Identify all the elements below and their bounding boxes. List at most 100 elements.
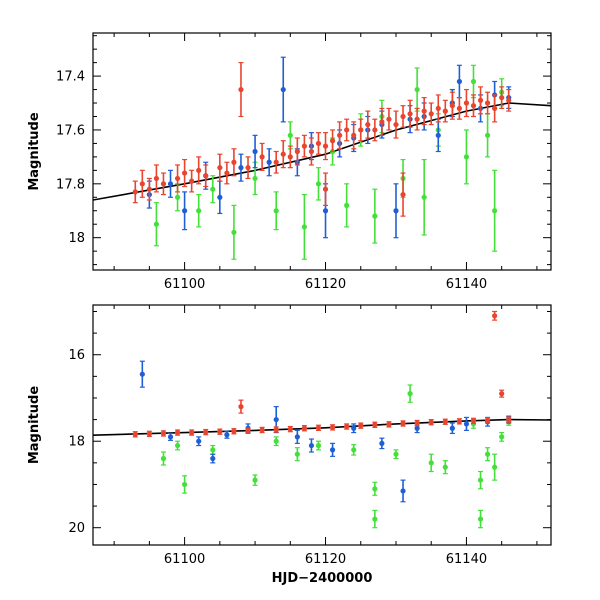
marker bbox=[463, 100, 470, 106]
data-point-green bbox=[421, 158, 427, 236]
data-point-red bbox=[153, 164, 160, 193]
marker bbox=[386, 116, 392, 122]
series-blue bbox=[146, 56, 512, 239]
marker bbox=[196, 208, 202, 214]
marker bbox=[231, 428, 237, 434]
data-point-green bbox=[484, 447, 491, 462]
marker bbox=[463, 154, 470, 160]
data-point-blue bbox=[308, 438, 315, 453]
data-point-red bbox=[470, 94, 477, 118]
data-point-red bbox=[322, 132, 329, 161]
data-point-red bbox=[301, 425, 307, 432]
data-point-red bbox=[301, 134, 307, 158]
data-point-red bbox=[182, 158, 188, 188]
marker bbox=[442, 108, 448, 114]
data-point-red bbox=[217, 428, 223, 435]
marker bbox=[252, 148, 258, 155]
marker bbox=[365, 121, 371, 128]
data-point-green bbox=[210, 444, 216, 455]
marker bbox=[492, 464, 498, 470]
data-point-red bbox=[238, 399, 244, 414]
marker bbox=[280, 86, 286, 93]
data-point-green bbox=[428, 453, 434, 473]
marker bbox=[484, 451, 491, 457]
marker bbox=[160, 430, 167, 437]
data-point-red bbox=[224, 161, 230, 185]
x-tick-label: 61100 bbox=[164, 277, 205, 292]
data-point-red bbox=[273, 150, 279, 174]
data-point-red bbox=[174, 429, 181, 436]
marker bbox=[210, 447, 216, 453]
marker bbox=[499, 391, 505, 397]
data-point-blue bbox=[280, 56, 286, 123]
data-point-green bbox=[273, 436, 279, 447]
data-point-red bbox=[294, 137, 300, 166]
marker bbox=[329, 424, 336, 430]
data-point-red bbox=[400, 172, 406, 217]
marker bbox=[400, 191, 406, 198]
data-point-red bbox=[322, 172, 329, 206]
data-point-green bbox=[160, 451, 167, 466]
marker bbox=[506, 416, 512, 423]
marker bbox=[484, 132, 491, 138]
data-point-red bbox=[470, 417, 477, 425]
data-point-blue bbox=[456, 64, 462, 99]
y-tick-label: 17.6 bbox=[56, 123, 85, 138]
marker bbox=[287, 154, 293, 160]
data-point-green bbox=[174, 440, 181, 451]
marker bbox=[407, 111, 413, 117]
data-point-red bbox=[245, 156, 251, 180]
marker bbox=[203, 173, 209, 179]
marker bbox=[477, 97, 484, 103]
marker bbox=[351, 132, 357, 138]
data-point-red bbox=[456, 97, 462, 120]
data-point-blue bbox=[196, 436, 202, 447]
marker bbox=[294, 451, 300, 457]
marker bbox=[393, 451, 399, 457]
marker bbox=[322, 208, 329, 214]
marker bbox=[414, 425, 420, 431]
data-point-red bbox=[329, 129, 336, 153]
data-point-green bbox=[484, 113, 491, 158]
data-point-red bbox=[308, 137, 315, 166]
data-point-red bbox=[132, 431, 138, 438]
data-point-blue bbox=[294, 429, 300, 444]
data-point-green bbox=[301, 193, 307, 260]
top-panel: 61100 61120 61140 17.4 17.6 17.8 18 Magnitude bbox=[27, 32, 552, 292]
marker bbox=[280, 151, 286, 157]
marker bbox=[182, 481, 188, 488]
data-point-green bbox=[407, 384, 413, 403]
marker bbox=[294, 434, 300, 440]
data-point-red bbox=[492, 94, 498, 123]
data-point-red bbox=[506, 416, 512, 423]
marker bbox=[379, 119, 385, 125]
marker bbox=[315, 425, 322, 431]
data-point-green bbox=[344, 183, 350, 228]
data-point-red bbox=[449, 91, 455, 120]
marker bbox=[470, 78, 477, 85]
data-point-red bbox=[506, 88, 512, 112]
x-tick-label: 61120 bbox=[305, 277, 346, 292]
y-tick-label: 20 bbox=[68, 521, 85, 536]
data-point-red bbox=[174, 164, 181, 193]
marker bbox=[217, 194, 223, 200]
marker bbox=[322, 186, 329, 192]
marker bbox=[344, 423, 350, 430]
y-axis-title: Magnitude bbox=[27, 386, 42, 465]
marker bbox=[499, 95, 505, 101]
data-point-red bbox=[358, 118, 364, 142]
x-axis-title: HJD−2400000 bbox=[272, 571, 373, 586]
marker bbox=[428, 460, 434, 466]
marker bbox=[456, 78, 462, 85]
data-point-red bbox=[421, 97, 427, 126]
data-point-green bbox=[499, 431, 505, 442]
marker bbox=[414, 420, 420, 426]
marker bbox=[273, 416, 279, 423]
y-tick-label: 16 bbox=[68, 348, 85, 363]
marker bbox=[273, 438, 279, 444]
data-point-green bbox=[252, 474, 258, 486]
data-point-green bbox=[351, 444, 357, 456]
marker bbox=[492, 105, 498, 112]
marker bbox=[153, 175, 160, 182]
marker bbox=[492, 208, 498, 214]
